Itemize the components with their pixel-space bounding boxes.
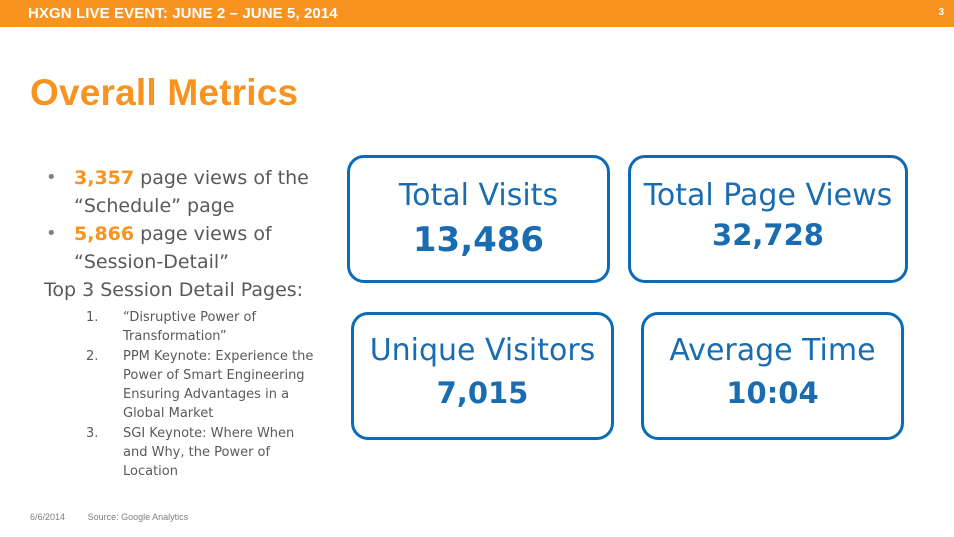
session-detail-views-count: 5,866	[74, 223, 135, 245]
unique-visitors-card: Unique Visitors 7,015	[351, 312, 614, 440]
metric-value: 32,728	[712, 218, 824, 252]
total-page-views-card: Total Page Views 32,728	[628, 155, 908, 283]
list-item: 3. SGI Keynote: Where When and Why, the …	[86, 424, 318, 481]
list-index: 3.	[86, 426, 99, 441]
list-text: SGI Keynote: Where When and Why, the Pow…	[123, 426, 295, 479]
event-title: HXGN LIVE EVENT: JUNE 2 – JUNE 5, 2014	[28, 5, 338, 22]
top3-heading: Top 3 Session Detail Pages:	[44, 279, 304, 301]
bullet-text: page views of	[134, 223, 272, 245]
header-bar: HXGN LIVE EVENT: JUNE 2 – JUNE 5, 2014 3	[0, 0, 954, 27]
page-title: Overall Metrics	[30, 72, 299, 113]
list-item: 2. PPM Keynote: Experience the Power of …	[86, 347, 318, 423]
metric-value: 10:04	[726, 376, 819, 410]
page-number: 3	[938, 7, 944, 18]
metric-label: Total Visits	[398, 178, 559, 213]
metric-value: 7,015	[436, 376, 529, 410]
metric-label: Average Time	[669, 333, 876, 368]
bullet-schedule-views: • 3,357 page views of the “Schedule” pag…	[44, 164, 334, 220]
average-time-card: Average Time 10:04	[641, 312, 904, 440]
top3-list: 1. “Disruptive Power of Transformation” …	[86, 308, 318, 481]
footer-source: Source: Google Analytics	[87, 512, 189, 522]
schedule-views-count: 3,357	[74, 167, 135, 189]
bullet-dot: •	[46, 223, 57, 244]
bullet-session-detail-views: • 5,866 page views of “Session-Detail”	[44, 220, 334, 276]
footer: 6/6/2014 Source: Google Analytics	[30, 512, 188, 522]
summary-column: • 3,357 page views of the “Schedule” pag…	[44, 164, 334, 482]
metric-label: Unique Visitors	[369, 333, 596, 368]
total-visits-card: Total Visits 13,486	[347, 155, 610, 283]
list-item: 1. “Disruptive Power of Transformation”	[86, 308, 318, 346]
bullet-text-cont: “Session-Detail”	[74, 251, 230, 273]
metric-value: 13,486	[412, 220, 545, 260]
metric-label: Total Page Views	[643, 178, 893, 213]
bullet-text-cont: “Schedule” page	[74, 195, 235, 217]
footer-date: 6/6/2014	[30, 512, 66, 522]
list-index: 1.	[86, 310, 99, 325]
bullet-text: page views of the	[134, 167, 309, 189]
bullet-dot: •	[46, 167, 57, 188]
list-text: PPM Keynote: Experience the Power of Sma…	[123, 349, 314, 421]
list-text: “Disruptive Power of Transformation”	[123, 310, 257, 344]
list-index: 2.	[86, 349, 99, 364]
